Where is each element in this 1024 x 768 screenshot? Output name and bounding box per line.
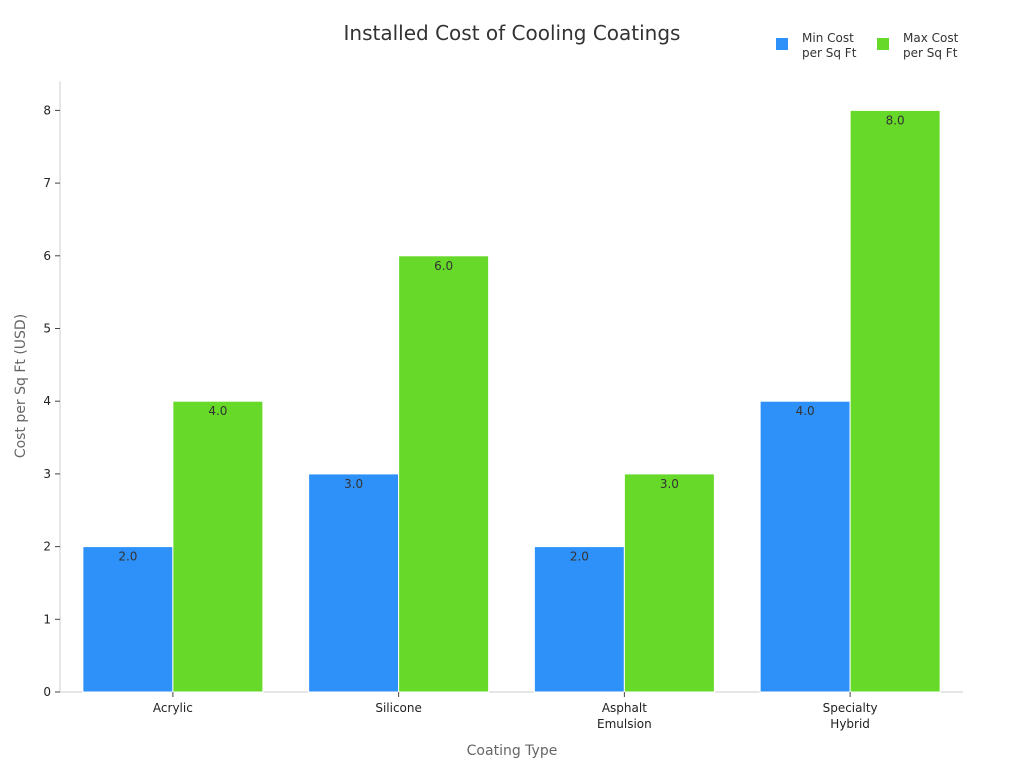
plot-area: 0 1 2 3 4 5 6 7 8 2.0 4.0 Acrylic 3.0 6.0 Silicone 2.0 3… [43,81,963,731]
y-tick-label: 2 [43,540,51,554]
y-tick-label: 5 [43,322,51,336]
data-label: 4.0 [208,404,227,418]
data-label: 3.0 [660,477,679,491]
data-label: 8.0 [886,113,905,127]
y-tick-label: 8 [43,103,51,117]
data-label: 4.0 [796,404,815,418]
data-label: 2.0 [118,550,137,564]
x-axis-label: Coating Type [467,743,558,759]
legend-label: Max Cost per Sq Ft [903,31,959,60]
legend: Min Cost per Sq Ft Max Cost per Sq Ft [776,31,959,60]
y-tick-label: 7 [43,176,51,190]
chart-title: Installed Cost of Cooling Coatings [344,21,681,45]
y-tick-label: 3 [43,467,51,481]
data-label: 3.0 [344,477,363,491]
data-label: 6.0 [434,259,453,273]
data-label: 2.0 [570,550,589,564]
bar [172,400,264,693]
bar [623,473,715,693]
y-tick-label: 1 [43,612,51,626]
x-tick-label: Acrylic [153,701,193,715]
y-axis-label: Cost per Sq Ft (USD) [13,314,29,458]
bar [759,400,851,693]
x-tick-label: Asphalt Emulsion [597,701,652,731]
bar [308,473,400,693]
y-tick-label: 4 [43,394,51,408]
x-tick-label: Silicone [375,701,422,715]
legend-swatch [776,38,788,50]
legend-label: Min Cost per Sq Ft [802,31,857,60]
y-tick-label: 0 [43,685,51,699]
legend-swatch [877,38,889,50]
bar [533,546,625,693]
bar [849,109,941,693]
bar [398,255,490,693]
bar [82,546,174,693]
y-tick-label: 6 [43,249,51,263]
x-tick-label: Specialty Hybrid [823,701,878,731]
